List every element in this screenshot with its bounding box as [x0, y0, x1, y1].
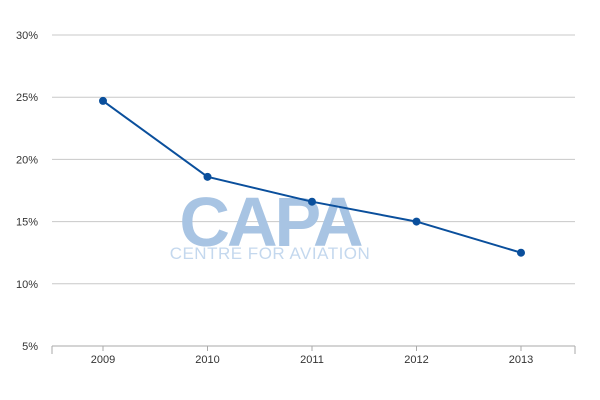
- watermark-logo: CAPA: [179, 183, 362, 261]
- x-tick-label: 2009: [91, 354, 115, 366]
- watermark-tagline: CENTRE FOR AVIATION: [170, 244, 371, 263]
- data-point-2012[interactable]: [412, 217, 421, 226]
- data-point-2011[interactable]: [308, 197, 316, 206]
- grid-lines: [52, 34, 575, 285]
- data-point-2010[interactable]: [203, 172, 212, 181]
- data-point-2013[interactable]: [517, 248, 525, 257]
- y-tick-label: 15%: [16, 217, 38, 229]
- y-tick-label: 5%: [22, 341, 38, 353]
- capa-watermark: CAPA CENTRE FOR AVIATION: [170, 183, 371, 263]
- y-tick-labels: 30% 25% 20% 15% 10% 5%: [16, 30, 38, 353]
- y-tick-label: 10%: [16, 279, 38, 291]
- x-tick-label: 2010: [195, 354, 219, 366]
- x-tick-labels: 2009 2010 2011 2012 2013: [91, 354, 533, 366]
- x-tick-label: 2011: [300, 354, 324, 366]
- x-tick-label: 2012: [404, 354, 428, 366]
- y-tick-label: 30%: [16, 30, 38, 42]
- y-tick-label: 25%: [16, 92, 38, 104]
- series-layer: [99, 96, 525, 257]
- y-tick-label: 20%: [16, 154, 38, 166]
- x-tick-label: 2013: [509, 354, 533, 366]
- axes: [51, 345, 576, 354]
- data-point-2009[interactable]: [99, 96, 107, 105]
